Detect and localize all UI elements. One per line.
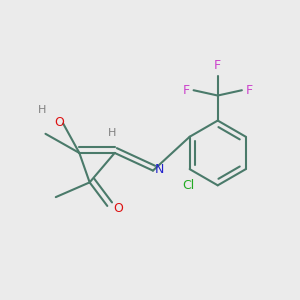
- Text: H: H: [38, 105, 46, 115]
- Text: F: F: [245, 84, 253, 97]
- Text: Cl: Cl: [182, 179, 194, 192]
- Text: O: O: [54, 116, 64, 129]
- Text: F: F: [214, 59, 221, 72]
- Text: O: O: [113, 202, 123, 215]
- Text: H: H: [107, 128, 116, 138]
- Text: N: N: [154, 163, 164, 176]
- Text: F: F: [183, 84, 190, 97]
